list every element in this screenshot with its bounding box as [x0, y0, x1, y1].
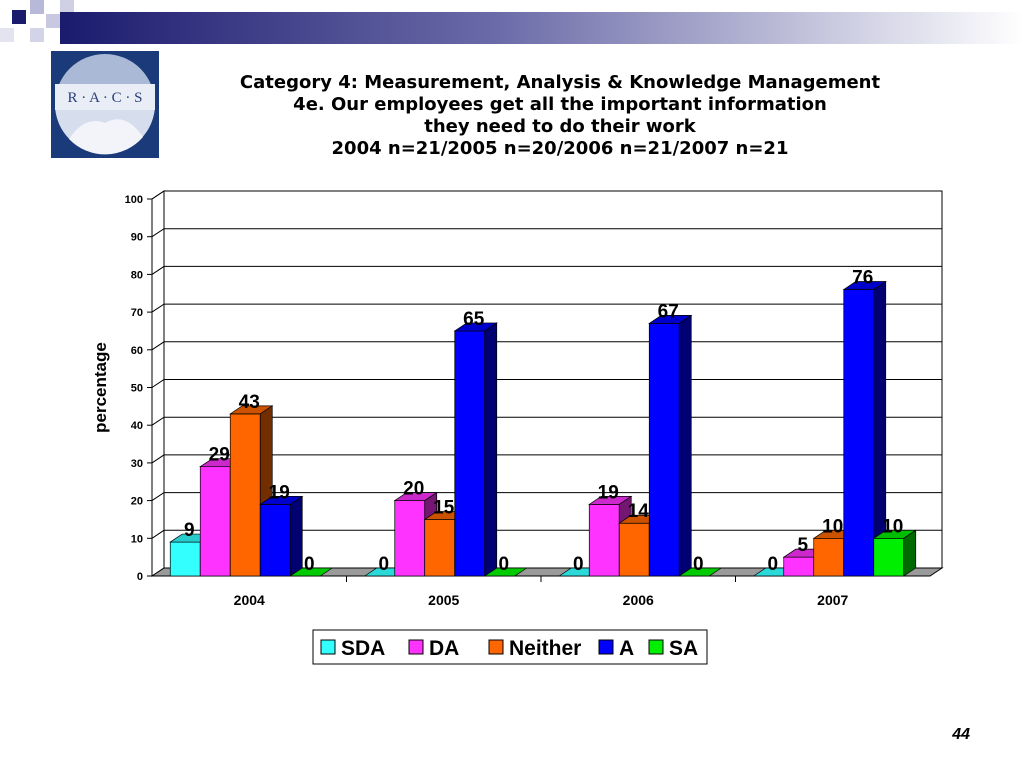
- y-tick-label: 20: [131, 496, 143, 508]
- data-label: 29: [209, 445, 230, 466]
- x-tick-label: 2006: [623, 592, 654, 608]
- logo-text: R · A · C · S: [67, 90, 142, 106]
- gridline: [151, 190, 942, 200]
- x-tick-label: 2005: [428, 592, 459, 608]
- data-label: 76: [852, 267, 873, 288]
- bar-da: [199, 466, 231, 577]
- bar-sa: [483, 567, 528, 577]
- y-tick-label: 40: [131, 420, 143, 432]
- legend-label: Neither: [509, 637, 581, 660]
- bar-neither: [813, 537, 845, 577]
- data-label: 0: [693, 554, 704, 575]
- title-line: Category 4: Measurement, Analysis & Know…: [239, 72, 881, 93]
- data-label: 19: [598, 482, 619, 503]
- y-tick-label: 100: [125, 194, 143, 206]
- y-tick-label: 10: [131, 533, 143, 545]
- bar-chart: 0102030405060708090100percentage20049294…: [91, 190, 944, 665]
- x-tick-label: 2004: [234, 592, 265, 608]
- legend: [312, 629, 708, 665]
- legend-label: SA: [669, 637, 698, 660]
- bar-sda: [169, 541, 201, 577]
- data-label: 0: [767, 554, 778, 575]
- data-label: 67: [658, 301, 679, 322]
- gridline: [151, 228, 942, 238]
- data-label: 14: [628, 501, 650, 522]
- data-label: 10: [822, 516, 843, 537]
- header-banner: [0, 0, 1024, 44]
- legend-label: DA: [429, 637, 459, 660]
- bar-neither: [618, 522, 650, 577]
- legend-label: A: [619, 637, 634, 660]
- racs-logo: R · A · C · S: [51, 51, 159, 158]
- data-label: 43: [239, 392, 260, 413]
- data-label: 9: [184, 520, 195, 541]
- bar-a: [454, 330, 486, 577]
- gridline: [151, 265, 942, 275]
- data-label: 65: [463, 309, 485, 330]
- bar-sa: [289, 567, 334, 577]
- data-label: 0: [573, 554, 584, 575]
- y-tick-label: 90: [131, 232, 143, 244]
- bar-da: [783, 556, 815, 577]
- bar-neither: [229, 413, 261, 577]
- gridline: [151, 303, 942, 313]
- y-tick-label: 0: [137, 571, 143, 583]
- page-number: 44: [952, 726, 970, 743]
- data-label: 15: [433, 497, 455, 518]
- bar-side: [289, 495, 303, 577]
- bar-a: [259, 504, 291, 577]
- bar-a: [843, 289, 875, 577]
- bar-neither: [424, 519, 456, 577]
- bar-side: [678, 314, 692, 577]
- title-line: 2004 n=21/2005 n=20/2006 n=21/2007 n=21: [331, 138, 789, 159]
- y-tick-label: 80: [131, 269, 143, 281]
- x-tick-label: 2007: [817, 592, 848, 608]
- legend-swatch-a: [598, 639, 614, 655]
- legend-swatch-sa: [648, 639, 664, 655]
- data-label: 19: [269, 482, 290, 503]
- legend-swatch-neither: [488, 639, 504, 655]
- title-line: they need to do their work: [424, 116, 696, 137]
- bar-sa: [678, 567, 723, 577]
- data-label: 10: [882, 516, 903, 537]
- data-label: 5: [797, 535, 808, 556]
- bar-a: [648, 323, 680, 577]
- y-axis-title: percentage: [91, 342, 110, 433]
- data-label: 0: [304, 554, 315, 575]
- bar-da: [588, 504, 620, 577]
- legend-label: SDA: [341, 637, 385, 660]
- y-tick-label: 50: [131, 383, 143, 395]
- data-label: 20: [403, 479, 424, 500]
- bar-sa: [873, 537, 905, 577]
- title-line: 4e. Our employees get all the important …: [293, 94, 827, 115]
- legend-swatch-da: [408, 639, 424, 655]
- legend-swatch-sda: [320, 639, 336, 655]
- slide-title: Category 4: Measurement, Analysis & Know…: [180, 72, 940, 160]
- bar-da: [394, 500, 426, 577]
- data-label: 0: [498, 554, 509, 575]
- y-tick-label: 60: [131, 345, 143, 357]
- bar-side: [903, 529, 917, 577]
- y-tick-label: 30: [131, 458, 143, 470]
- bar-side: [484, 322, 498, 577]
- data-label: 0: [378, 554, 389, 575]
- y-tick-label: 70: [131, 307, 143, 319]
